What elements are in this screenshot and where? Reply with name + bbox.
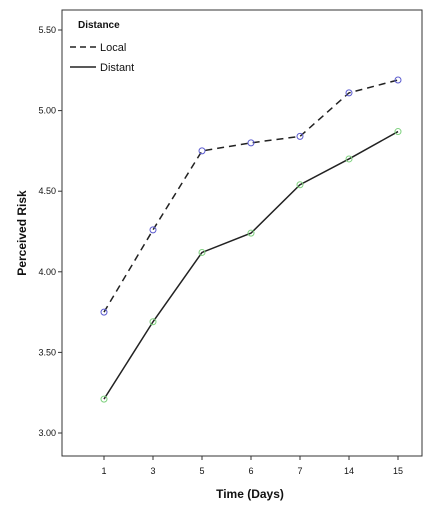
x-tick-label: 7	[297, 466, 302, 476]
data-point-distant	[149, 318, 157, 326]
data-point-distant	[296, 181, 304, 189]
y-tick-label: 3.00	[38, 428, 56, 438]
y-tick-label: 5.00	[38, 106, 56, 116]
data-point-local	[296, 132, 304, 140]
legend-label-local: Local	[100, 42, 126, 54]
data-point-local	[100, 308, 108, 316]
x-tick-label: 15	[393, 466, 403, 476]
x-axis: 1 3 5 6 7 14 15	[101, 456, 403, 476]
data-point-distant	[100, 395, 108, 403]
data-point-local	[247, 139, 255, 147]
x-tick-label: 3	[150, 466, 155, 476]
series-line-distant	[103, 130, 399, 400]
x-tick-label: 5	[199, 466, 204, 476]
legend: Distance Local Distant	[70, 20, 134, 74]
x-tick-label: 1	[101, 466, 106, 476]
data-point-distant	[247, 229, 255, 237]
data-point-local	[345, 89, 353, 97]
y-axis: 3.00 3.50 4.00 4.50 5.00 5.50	[38, 25, 62, 438]
x-tick-label: 14	[344, 466, 354, 476]
legend-title: Distance	[78, 20, 120, 31]
series-line-local	[103, 79, 399, 313]
y-axis-title: Perceived Risk	[15, 190, 29, 276]
series-layer	[100, 76, 402, 403]
data-point-distant	[345, 155, 353, 163]
data-point-distant	[198, 248, 206, 256]
y-tick-label: 4.50	[38, 186, 56, 196]
data-point-local	[394, 76, 402, 84]
data-point-distant	[394, 128, 402, 136]
y-tick-label: 4.00	[38, 267, 56, 277]
data-point-local	[149, 226, 157, 234]
plot-frame	[61, 9, 423, 457]
x-tick-label: 6	[248, 466, 253, 476]
y-tick-label: 5.50	[38, 25, 56, 35]
x-axis-title: Time (Days)	[216, 487, 284, 501]
legend-label-distant: Distant	[100, 62, 134, 74]
y-tick-label: 3.50	[38, 347, 56, 357]
data-point-local	[198, 147, 206, 155]
